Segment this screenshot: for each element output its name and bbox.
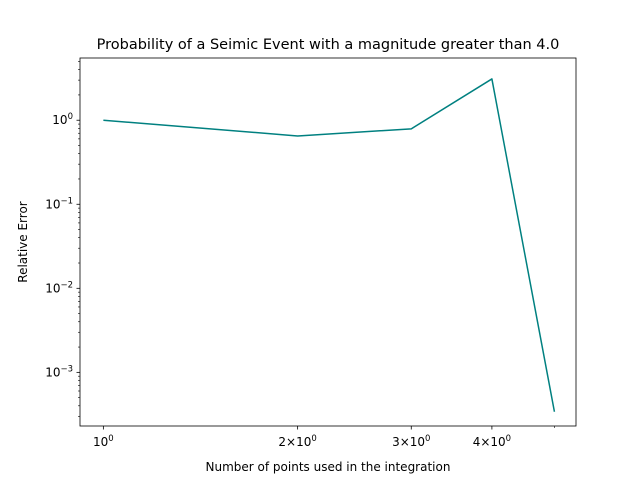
- plot-frame: [79, 57, 577, 427]
- y-tick-label: 10−2: [45, 280, 73, 295]
- x-tick-label: 3×100: [392, 434, 430, 449]
- x-axis-label: Number of points used in the integration: [206, 460, 451, 474]
- y-axis-ticks: 100 10−1 10−2 10−3: [45, 112, 80, 379]
- x-tick-label: 2×100: [278, 434, 316, 449]
- x-tick-label: 100: [93, 434, 114, 449]
- x-tick-label: 4×100: [473, 434, 511, 449]
- chart-title: Probability of a Seimic Event with a mag…: [97, 37, 560, 53]
- plot-area: 100 2×100 3×100 4×100 100 10−1 10−2 10−3: [45, 57, 577, 449]
- y-axis-label: Relative Error: [16, 201, 30, 283]
- y-tick-label: 10−3: [45, 364, 73, 379]
- y-tick-label: 100: [52, 112, 73, 127]
- series-line: [103, 78, 556, 412]
- minor-ticks: [78, 61, 555, 428]
- x-axis-ticks: 100 2×100 3×100 4×100: [93, 426, 511, 449]
- y-tick-label: 10−1: [45, 196, 73, 211]
